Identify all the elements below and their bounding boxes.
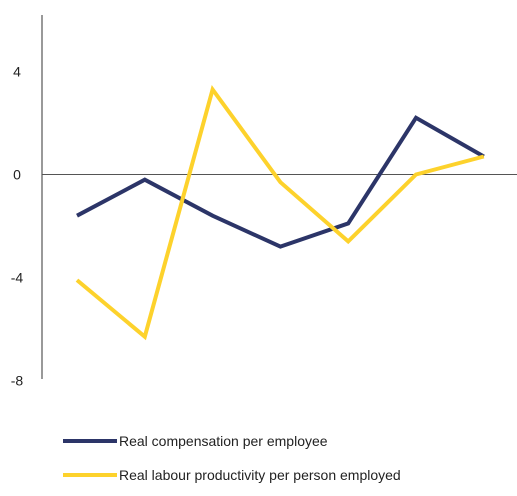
x-tick-label: 2008 <box>61 398 92 400</box>
line-chart: 2008 2009 2010 2011 2012 2013 2014 (1) 4 0 -4 -8 <box>11 15 517 400</box>
y-tick-label: -8 <box>11 373 24 389</box>
x-tick-label: 2011 <box>265 398 295 400</box>
x-tick-label: 2014 (1) <box>464 398 516 400</box>
legend-label-productivity: Real labour productivity per person empl… <box>119 467 401 483</box>
y-tick-label: 0 <box>13 167 21 183</box>
legend-label-compensation: Real compensation per employee <box>119 433 328 449</box>
series-line-1 <box>75 84 485 341</box>
legend-swatch-productivity <box>63 473 117 477</box>
legend: Real compensation per employee Real labo… <box>63 428 401 496</box>
x-tick-label: 2010 <box>197 398 228 400</box>
series-line-0 <box>76 115 485 249</box>
x-tick-label: 2013 <box>400 398 431 400</box>
y-tick-label: -4 <box>11 270 24 286</box>
legend-swatch-compensation <box>63 439 117 443</box>
x-tick-label: 2012 <box>333 398 364 400</box>
x-tick-label: 2009 <box>129 398 160 400</box>
legend-item-productivity: Real labour productivity per person empl… <box>63 462 401 488</box>
y-tick-label: 4 <box>13 64 21 80</box>
legend-item-compensation: Real compensation per employee <box>63 428 401 454</box>
